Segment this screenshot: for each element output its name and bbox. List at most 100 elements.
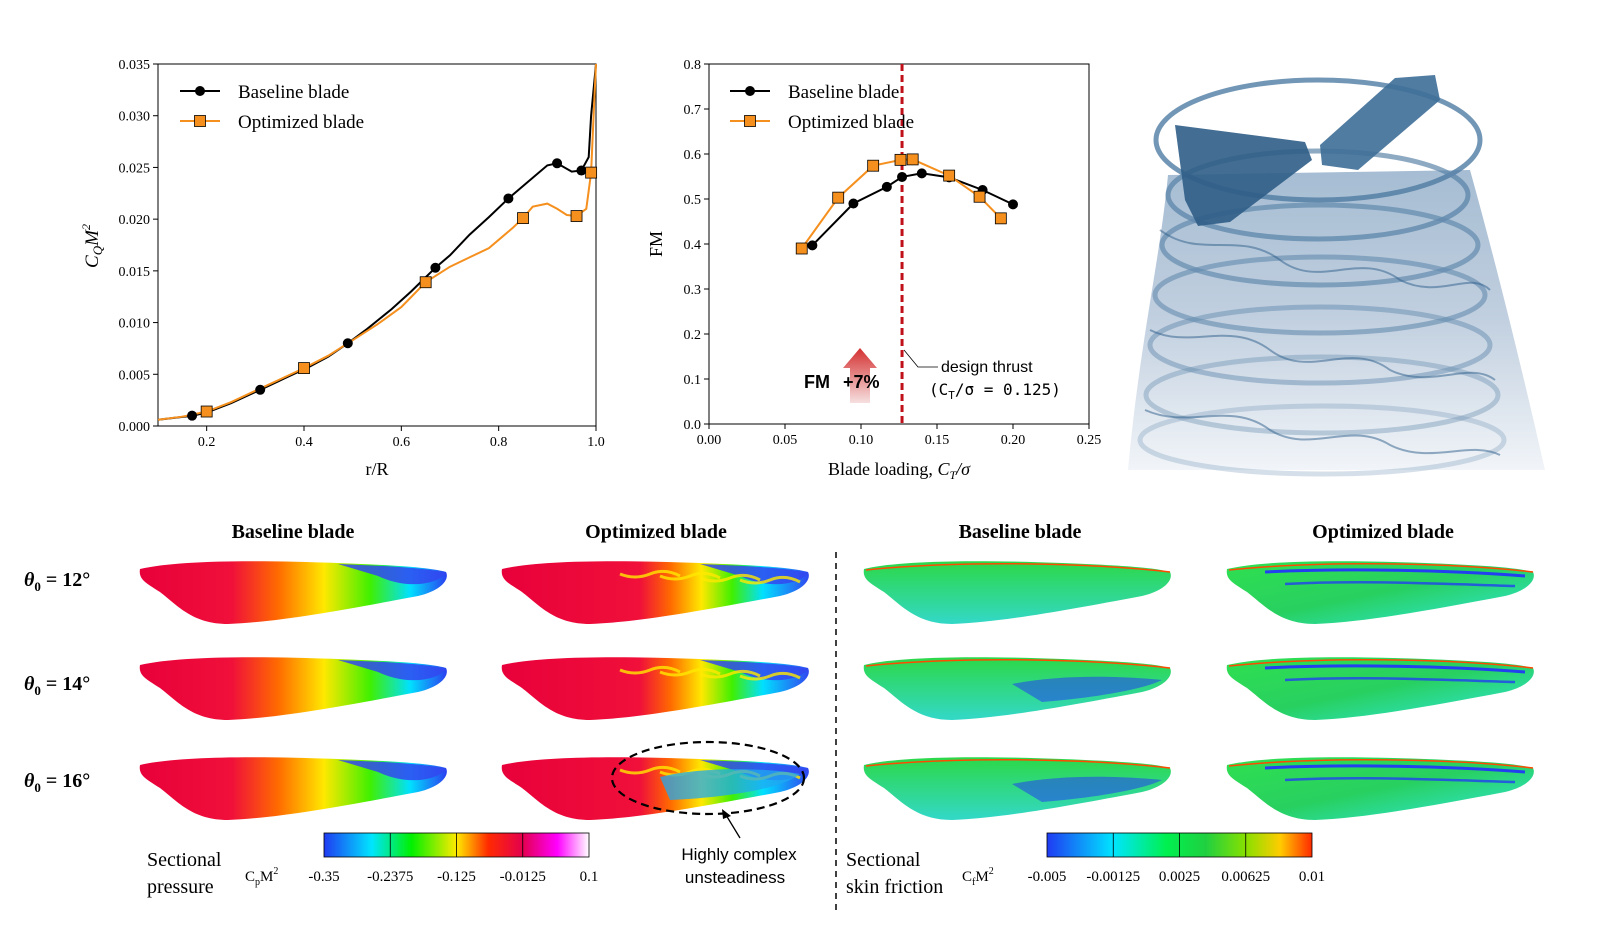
data-point (517, 212, 529, 225)
series-line (157, 63, 597, 421)
y-tick-label: 0.3 (684, 283, 702, 298)
blade-contour (1226, 757, 1534, 820)
chart1-legend: Baseline blade Optimized blade (180, 82, 364, 133)
y-tick-label: 0.000 (119, 420, 151, 435)
fm-gain: +7% (843, 372, 880, 392)
data-point (552, 158, 563, 169)
pressure-colorbar-title-line1: Sectional (147, 849, 222, 871)
unsteadiness-annotation: Highly complex unsteadiness (610, 740, 806, 887)
figure-of-merit-chart: 0.00 0.05 0.10 0.15 0.20 0.25 0.0 0.1 0.2 0.3 0.4… (646, 58, 1101, 482)
row-label-14: θ0 = 14° (24, 673, 90, 698)
data-point (894, 153, 907, 166)
chart2-legend: Baseline blade Optimized blade (730, 82, 914, 133)
y-tick-label: 0.2 (684, 328, 702, 343)
data-point (795, 242, 808, 255)
colorbar-tick-label: -0.0125 (500, 869, 546, 885)
friction-colorbar-variable: CfM2 (962, 866, 994, 888)
chart1-legend-optimized: Optimized blade (238, 112, 364, 133)
friction-colorbar-ticks: -0.005 -0.00125 0.0025 0.00625 0.01 (1028, 833, 1325, 885)
chart2-y-ticks: 0.0 0.1 0.2 0.3 0.4 0.5 0.6 0.7 0.8 (684, 58, 709, 433)
chart1-legend-baseline: Baseline blade (238, 82, 349, 103)
x-tick-label: 0.6 (393, 435, 411, 450)
contour-row-labels: θ0 = 12° θ0 = 14° θ0 = 16° (24, 569, 90, 795)
blade-contour (1226, 657, 1534, 720)
y-tick-label: 0.005 (119, 368, 151, 383)
colorbar-tick-label: -0.125 (437, 869, 476, 885)
chart2-x-ticks: 0.00 0.05 0.10 0.15 0.20 0.25 (697, 424, 1101, 448)
y-tick-label: 0.010 (119, 317, 151, 332)
data-point (848, 198, 859, 209)
colorbar-tick-label: 0.1 (580, 869, 599, 885)
data-point (897, 171, 908, 182)
data-point (255, 384, 266, 395)
unsteadiness-label-line1: Highly complex (681, 845, 797, 864)
x-tick-label: 0.10 (849, 433, 874, 448)
fm-label: FM (804, 372, 830, 392)
design-thrust-annotation: design thrust (CT/σ = 0.125) (903, 349, 1061, 402)
x-tick-label: 0.20 (1001, 433, 1026, 448)
contour-column-titles: Baseline blade Optimized blade Baseline … (232, 521, 1454, 543)
data-point (585, 166, 598, 179)
y-tick-label: 0.035 (119, 58, 151, 73)
data-point (187, 410, 198, 421)
friction-colorbar-title-line2: skin friction (846, 876, 943, 898)
pressure-colorbar: Sectional pressure CpM2 -0.35 -0.2375 -0.1… (147, 832, 598, 898)
row-label-12: θ0 = 12° (24, 569, 90, 594)
friction-baseline-title: Baseline blade (959, 521, 1082, 543)
data-point (430, 262, 441, 273)
blade-contour (1226, 561, 1534, 624)
blade-contour-grid (139, 561, 1534, 820)
chart1-y-axis-label: CQM2 (79, 224, 105, 268)
x-tick-label: 0.2 (198, 435, 216, 450)
chart1-plot-frame (157, 63, 597, 427)
colorbar-tick-label: -0.35 (308, 869, 339, 885)
y-tick-label: 0.5 (684, 193, 702, 208)
chart1-y-ticks: 0.000 0.005 0.010 0.015 0.020 0.025 0.030 0.035 (119, 58, 158, 435)
y-tick-label: 0.020 (119, 213, 151, 228)
pressure-colorbar-title-line2: pressure (147, 876, 214, 898)
y-tick-label: 0.4 (684, 238, 702, 253)
chart2-series (795, 153, 1018, 255)
x-tick-label: 1.0 (587, 435, 605, 450)
data-point (867, 159, 880, 172)
friction-colorbar-title-line1: Sectional (846, 849, 921, 871)
data-point (200, 405, 213, 418)
data-point (906, 153, 919, 166)
y-tick-label: 0.6 (684, 148, 702, 163)
blade-contour (139, 561, 447, 624)
series-line (811, 172, 1014, 247)
blade-contour (501, 561, 809, 624)
blade-contour (863, 757, 1171, 820)
pressure-colorbar-ticks: -0.35 -0.2375 -0.125 -0.0125 0.1 (308, 833, 598, 885)
x-tick-label: 0.05 (773, 433, 798, 448)
data-point (298, 362, 310, 374)
chart1-x-axis-label: r/R (365, 459, 388, 479)
chart2-legend-optimized: Optimized blade (788, 112, 914, 133)
blade-contour (139, 657, 447, 720)
friction-optimized-title: Optimized blade (1312, 521, 1454, 543)
pressure-optimized-title: Optimized blade (585, 521, 727, 543)
blade-contour (139, 757, 447, 820)
data-point (503, 193, 514, 204)
chart1-x-ticks: 0.2 0.4 0.6 0.8 1.0 (198, 426, 605, 450)
y-tick-label: 0.0 (684, 418, 702, 433)
data-point (916, 168, 927, 179)
y-tick-label: 0.1 (684, 373, 702, 388)
data-point (832, 191, 845, 204)
chart1-series (157, 63, 598, 421)
data-point (973, 190, 986, 203)
design-thrust-label: design thrust (941, 359, 1033, 376)
colorbar-tick-label: 0.0025 (1159, 869, 1200, 885)
blade-contour (501, 757, 809, 820)
data-point (570, 210, 583, 222)
blade-contour (501, 657, 809, 720)
design-thrust-value: (CT/σ = 0.125) (929, 380, 1061, 402)
data-point (807, 240, 818, 251)
blade-contour (863, 561, 1171, 624)
chart2-legend-baseline: Baseline blade (788, 82, 899, 103)
data-point (1008, 199, 1018, 210)
chart2-y-axis-label: FM (646, 231, 666, 257)
y-tick-label: 0.8 (684, 58, 702, 73)
chart2-x-axis-label: Blade loading, CT/σ (828, 459, 971, 482)
colorbar-tick-label: -0.005 (1028, 869, 1067, 885)
